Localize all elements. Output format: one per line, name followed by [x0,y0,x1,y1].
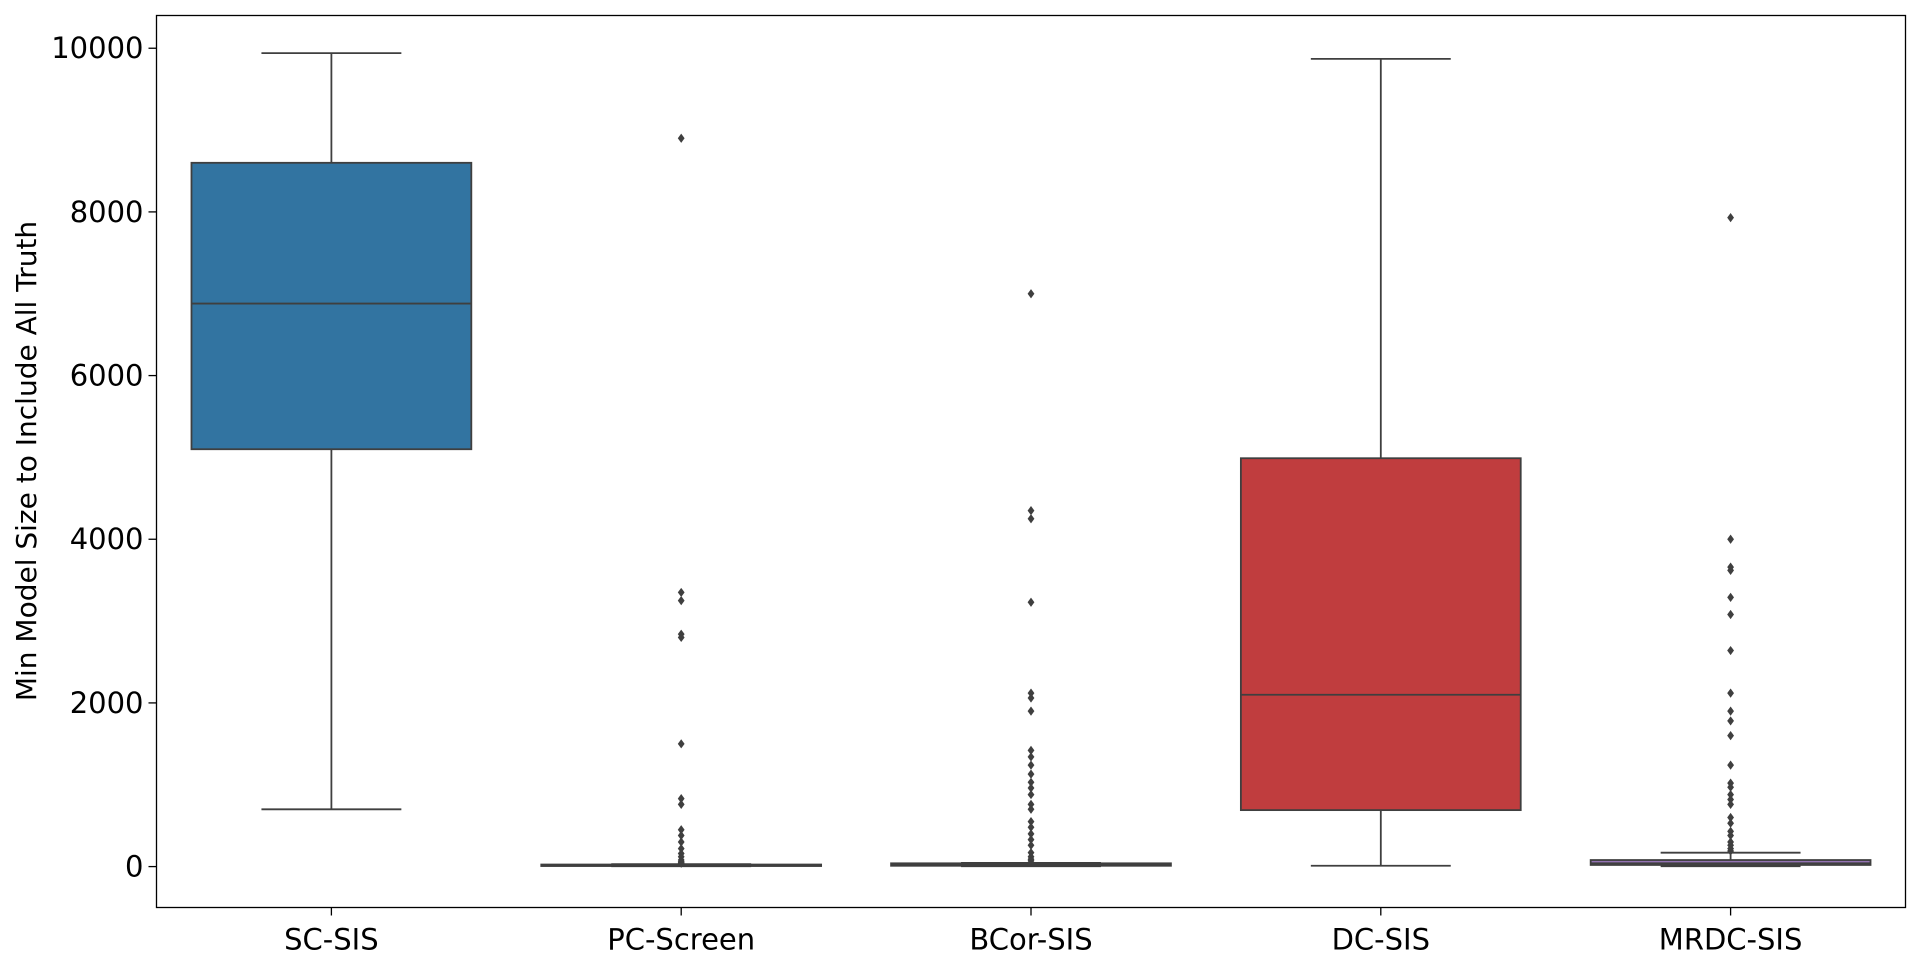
y-tick-label-10000: 10000 [51,31,143,65]
outlier-mrdc-sis-13 [1727,782,1734,792]
outlier-mrdc-sis-14 [1727,789,1734,800]
x-tick-label-sc-sis: SC-SIS [284,923,379,957]
outlier-mrdc-sis-10 [1727,731,1734,741]
outlier-bcor-sis-0 [1027,289,1035,299]
outlier-pc-screen-7 [677,799,685,809]
box-group-mrdc-sis [1589,213,1872,868]
outlier-bcor-sis-13 [1027,789,1035,800]
outlier-bcor-sis-4 [1027,688,1035,698]
outlier-pc-screen-10 [677,837,685,847]
y-tick-label-2000: 2000 [70,686,144,720]
outlier-pc-screen-9 [677,830,685,841]
outlier-mrdc-sis-5 [1727,609,1734,620]
box-group-pc-screen [540,133,823,868]
outlier-bcor-sis-18 [1027,829,1035,839]
box-dc-sis [1239,457,1522,812]
outlier-mrdc-sis-0 [1727,213,1734,223]
y-tick-label-8000: 8000 [70,195,144,229]
outlier-mrdc-sis-15 [1727,794,1734,805]
outlier-bcor-sis-24 [1027,856,1035,866]
outlier-mrdc-sis-17 [1727,812,1734,823]
outlier-bcor-sis-10 [1027,769,1035,779]
outlier-mrdc-sis-20 [1727,830,1734,841]
y-axis: 0 2000 4000 6000 8000 10000 [51,31,157,884]
outlier-mrdc-sis-8 [1727,706,1734,716]
outlier-mrdc-sis-1 [1727,534,1734,544]
outlier-pc-screen-5 [677,739,685,749]
outlier-bcor-sis-16 [1027,816,1035,827]
outlier-bcor-sis-6 [1027,706,1035,716]
y-tick-label-4000: 4000 [70,522,144,556]
outlier-bcor-sis-2 [1027,514,1035,524]
outlier-bcor-sis-11 [1027,777,1035,787]
outlier-bcor-sis-19 [1027,834,1035,845]
plot-frame [155,14,1907,909]
outlier-pc-screen-0 [677,133,685,143]
outlier-pc-screen-11 [677,843,685,854]
x-axis: SC-SIS PC-Screen BCor-SIS DC-SIS MRDC-SIS [284,907,1803,957]
outlier-mrdc-sis-16 [1727,799,1734,809]
outlier-pc-screen-2 [677,596,685,606]
outlier-pc-screen-6 [677,794,685,804]
outlier-bcor-sis-12 [1027,783,1035,793]
x-tick-label-mrdc-sis: MRDC-SIS [1659,923,1803,957]
boxes-layer [190,52,1872,868]
outlier-mrdc-sis-6 [1727,645,1734,656]
outlier-bcor-sis-20 [1027,840,1035,850]
outlier-pc-screen-17 [677,858,685,868]
x-tick-label-dc-sis: DC-SIS [1332,923,1430,957]
outlier-mrdc-sis-4 [1727,592,1734,602]
outlier-bcor-sis-15 [1027,804,1035,814]
box-group-sc-sis [190,52,473,811]
outlier-pc-screen-1 [677,587,685,598]
outlier-mrdc-sis-11 [1727,760,1734,770]
y-tick-label-6000: 6000 [70,359,144,393]
outlier-bcor-sis-1 [1027,506,1035,516]
outlier-bcor-sis-8 [1027,752,1035,762]
y-tick-label-0: 0 [125,850,143,884]
outlier-pc-screen-4 [677,632,685,643]
x-tick-label-bcor-sis: BCor-SIS [969,923,1092,957]
x-tick-label-pc-screen: PC-Screen [607,923,755,957]
box-group-bcor-sis [890,289,1172,868]
outlier-mrdc-sis-3 [1727,565,1734,575]
outlier-mrdc-sis-24 [1727,846,1734,856]
outlier-mrdc-sis-18 [1727,818,1734,828]
outlier-bcor-sis-17 [1027,822,1035,832]
box-sc-sis [190,161,473,451]
outlier-mrdc-sis-7 [1727,688,1734,698]
y-axis-title: Min Model Size to Include All Truth [10,221,43,701]
outlier-pc-screen-8 [677,825,685,835]
outlier-bcor-sis-7 [1027,745,1035,755]
outlier-bcor-sis-5 [1027,693,1035,703]
outlier-bcor-sis-14 [1027,799,1035,809]
box-group-dc-sis [1239,57,1522,867]
outlier-bcor-sis-9 [1027,760,1035,770]
outlier-mrdc-sis-9 [1727,716,1734,726]
outlier-bcor-sis-3 [1027,597,1035,607]
